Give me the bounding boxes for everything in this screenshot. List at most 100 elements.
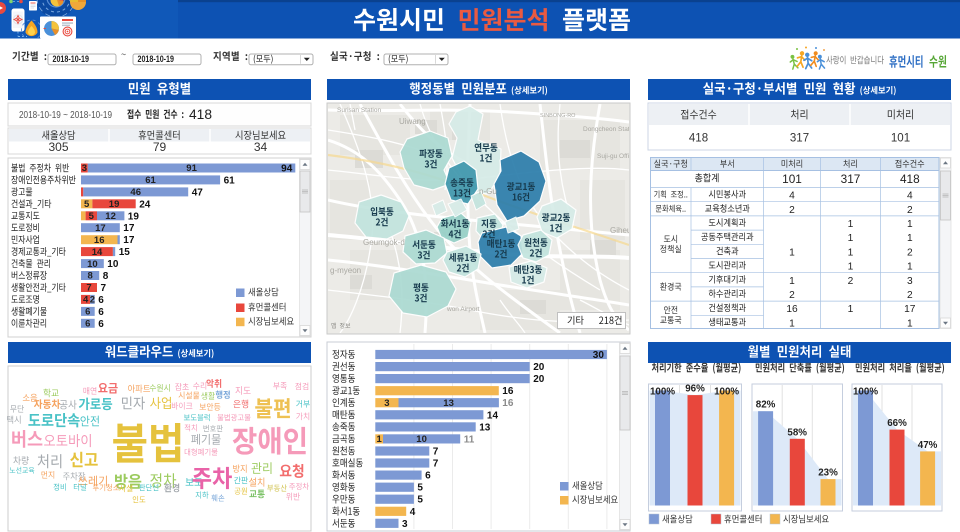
svg-text:Giheung: Giheung	[610, 226, 640, 235]
svg-text:5: 5	[84, 199, 90, 210]
svg-text:6: 6	[85, 307, 90, 318]
svg-text:3: 3	[907, 276, 913, 287]
svg-text:4: 4	[410, 507, 416, 518]
svg-text:2018-10-19: 2018-10-19	[53, 54, 90, 65]
svg-text:1: 1	[848, 247, 854, 258]
svg-text:6: 6	[98, 319, 104, 330]
svg-text:61: 61	[145, 175, 156, 186]
svg-text:91: 91	[186, 163, 197, 174]
svg-text:100%: 100%	[853, 387, 878, 398]
svg-text:2: 2	[789, 205, 795, 216]
svg-text:46: 46	[130, 187, 141, 198]
svg-text:3: 3	[402, 519, 408, 530]
svg-text:1: 1	[848, 219, 854, 230]
svg-text:2: 2	[907, 205, 913, 216]
svg-text:8: 8	[87, 271, 92, 282]
svg-text:418: 418	[900, 172, 920, 186]
svg-text:305: 305	[48, 140, 68, 154]
svg-text:1: 1	[907, 262, 913, 273]
svg-text:6: 6	[98, 307, 104, 318]
svg-text:94: 94	[281, 164, 293, 175]
svg-text:17: 17	[123, 235, 135, 246]
svg-text:10: 10	[107, 259, 119, 270]
svg-text:317: 317	[841, 172, 861, 186]
svg-text:5: 5	[417, 483, 423, 494]
svg-text:1: 1	[789, 247, 795, 258]
svg-text:2: 2	[90, 295, 95, 306]
svg-text:3: 3	[82, 163, 87, 174]
svg-text:5: 5	[89, 211, 95, 222]
svg-text:10: 10	[87, 259, 98, 270]
svg-text:14: 14	[487, 410, 499, 421]
svg-text:Surisan Station: Surisan Station	[337, 107, 381, 114]
svg-text:2: 2	[789, 290, 795, 301]
svg-text:15: 15	[119, 247, 131, 258]
svg-text:79: 79	[153, 140, 167, 154]
svg-text:96%: 96%	[685, 384, 705, 395]
svg-text:16: 16	[94, 235, 105, 246]
svg-text:19: 19	[128, 211, 140, 222]
svg-text:13: 13	[479, 422, 491, 433]
svg-text:1: 1	[848, 262, 854, 273]
svg-text:58%: 58%	[787, 427, 807, 438]
svg-text:1: 1	[848, 304, 854, 315]
svg-text:1: 1	[848, 233, 854, 244]
svg-text:1: 1	[377, 434, 383, 445]
svg-text:7: 7	[86, 283, 91, 294]
svg-text:13: 13	[443, 398, 454, 409]
svg-text:3: 3	[384, 398, 389, 409]
svg-text:20: 20	[533, 374, 545, 385]
svg-text:16: 16	[502, 386, 514, 397]
svg-text:23%: 23%	[818, 468, 838, 479]
svg-text:2: 2	[907, 247, 913, 258]
svg-text:19: 19	[109, 199, 120, 210]
svg-text:6: 6	[98, 295, 104, 306]
svg-text:100%: 100%	[650, 387, 675, 398]
svg-text:17: 17	[904, 304, 916, 315]
svg-text:2: 2	[848, 276, 854, 287]
svg-text:2: 2	[907, 290, 913, 301]
svg-text:8: 8	[103, 271, 109, 282]
svg-text:2018-10-19: 2018-10-19	[138, 54, 175, 65]
svg-text:317: 317	[790, 133, 809, 145]
svg-text:1: 1	[789, 318, 795, 329]
svg-text:17: 17	[123, 223, 135, 234]
svg-text:7: 7	[433, 459, 439, 470]
svg-text:12: 12	[105, 211, 116, 222]
svg-text:100%: 100%	[714, 387, 739, 398]
svg-text:101: 101	[891, 133, 910, 145]
svg-text:7: 7	[101, 283, 107, 294]
svg-text:4: 4	[83, 295, 89, 306]
svg-text:Uiwang: Uiwang	[399, 117, 426, 126]
svg-text:16: 16	[786, 304, 798, 315]
svg-text:won Airport: won Airport	[446, 306, 480, 313]
svg-text:418: 418	[689, 133, 708, 145]
svg-text:5: 5	[417, 495, 423, 506]
svg-text:101: 101	[782, 172, 802, 186]
svg-text:2018-10-19 ~ 2018-10-19: 2018-10-19 ~ 2018-10-19	[19, 110, 112, 121]
svg-text:n-Gu: n-Gu	[479, 187, 497, 196]
svg-text:6: 6	[425, 471, 431, 482]
svg-text:1: 1	[789, 276, 795, 287]
svg-text:30: 30	[593, 350, 605, 361]
svg-text:4: 4	[789, 191, 795, 202]
svg-text:16: 16	[502, 398, 514, 409]
svg-text:Suji-gu Office: Suji-gu Office	[597, 153, 636, 160]
svg-text:7: 7	[433, 447, 439, 458]
svg-text:1: 1	[907, 219, 913, 230]
svg-text:66%: 66%	[887, 418, 907, 429]
svg-text:1: 1	[907, 233, 913, 244]
svg-text:47: 47	[192, 187, 204, 198]
svg-text:11: 11	[464, 434, 475, 445]
svg-text:47%: 47%	[918, 440, 938, 451]
svg-text:61: 61	[224, 175, 236, 186]
svg-text:1: 1	[907, 318, 913, 329]
svg-text:82%: 82%	[756, 400, 776, 411]
svg-text:Dongcheon Station: Dongcheon Station	[583, 126, 639, 133]
svg-text:Geumgok-d: Geumgok-d	[363, 238, 405, 247]
svg-text:17: 17	[95, 223, 106, 234]
svg-text:24: 24	[139, 199, 151, 210]
svg-text:10: 10	[416, 434, 427, 445]
svg-text:20: 20	[533, 362, 545, 373]
svg-text:418: 418	[189, 107, 212, 122]
